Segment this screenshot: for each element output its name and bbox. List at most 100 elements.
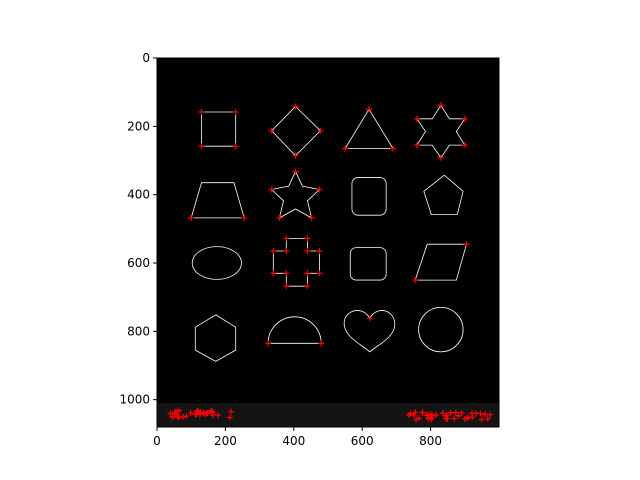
y-tick-label-200: 200 bbox=[127, 119, 150, 133]
noise-right-marker-14 bbox=[428, 416, 435, 423]
noise-left-marker-28 bbox=[167, 410, 174, 417]
noise-left-marker-29 bbox=[209, 412, 216, 419]
noise-right-marker-7 bbox=[478, 416, 485, 423]
shape-rounded-square-small bbox=[349, 247, 387, 281]
corner-marker-cross-1 bbox=[304, 235, 311, 242]
corner-marker-diamond-1 bbox=[317, 127, 324, 134]
corner-marker-five-point-star-4 bbox=[268, 186, 275, 193]
shape-hexagon bbox=[194, 314, 237, 362]
noise-right-marker-23 bbox=[465, 414, 472, 421]
noise-right-marker-37 bbox=[439, 410, 446, 417]
noise-right-marker-11 bbox=[433, 411, 440, 418]
corner-marker-five-point-star-3 bbox=[276, 214, 283, 221]
noise-right-marker-34 bbox=[472, 410, 479, 417]
noise-band bbox=[157, 403, 499, 427]
noise-right-marker-31 bbox=[429, 412, 436, 419]
noise-left-marker-19 bbox=[174, 413, 181, 420]
y-tick-label-0: 0 bbox=[142, 51, 150, 65]
y-axis-ticks: 0 200 400 600 800 1000 bbox=[119, 51, 157, 407]
noise-right-marker-10 bbox=[452, 409, 459, 416]
noise-right-marker-28 bbox=[451, 415, 458, 422]
noise-left-marker-26 bbox=[173, 408, 180, 415]
corner-marker-heart-0 bbox=[366, 315, 373, 322]
x-tick-label-800: 800 bbox=[419, 434, 442, 448]
corner-marker-triangle-2 bbox=[342, 145, 349, 152]
corner-marker-cross-9 bbox=[270, 270, 277, 277]
corner-marker-square-3 bbox=[198, 143, 205, 150]
noise-right-marker-21 bbox=[481, 411, 488, 418]
noise-right-marker-24 bbox=[461, 415, 468, 422]
noise-right-marker-12 bbox=[423, 412, 430, 419]
corner-marker-six-point-star-0 bbox=[437, 102, 444, 109]
noise-right-marker-30 bbox=[447, 409, 454, 416]
corner-marker-parallelogram-0 bbox=[463, 241, 470, 248]
axes-frame bbox=[156, 57, 500, 428]
corner-marker-square-0 bbox=[198, 108, 205, 115]
corner-marker-six-point-star-3 bbox=[437, 154, 444, 161]
noise-right-marker-36 bbox=[458, 409, 465, 416]
corner-marker-semicircle-1 bbox=[318, 340, 325, 347]
corner-marker-square-1 bbox=[232, 108, 239, 115]
shape-circle bbox=[418, 306, 464, 353]
noise-right-marker-35 bbox=[419, 409, 426, 416]
corner-marker-square-2 bbox=[232, 143, 239, 150]
y-tick-label-600: 600 bbox=[127, 256, 150, 270]
corner-marker-semicircle-0 bbox=[265, 340, 272, 347]
noise-left-marker-15 bbox=[209, 409, 216, 416]
x-tick-label-600: 600 bbox=[351, 434, 374, 448]
noise-right-marker-22 bbox=[407, 410, 414, 417]
corner-marker-cross-7 bbox=[283, 283, 290, 290]
corner-marker-triangle-1 bbox=[389, 145, 396, 152]
shape-parallelogram bbox=[414, 243, 468, 281]
corner-marker-cross-0 bbox=[283, 235, 290, 242]
noise-right-marker-17 bbox=[413, 416, 420, 423]
axes: 0 200 400 600 800 0 200 400 600 800 1000 bbox=[119, 51, 500, 448]
corner-marker-five-point-star-2 bbox=[308, 214, 315, 221]
shape-pentagon bbox=[423, 174, 464, 215]
x-axis-ticks: 0 200 400 600 800 bbox=[153, 427, 442, 448]
corner-marker-diamond-3 bbox=[268, 127, 275, 134]
noise-left-marker-9 bbox=[201, 410, 208, 417]
corner-marker-cross-10 bbox=[270, 248, 277, 255]
noise-left-marker-27 bbox=[194, 407, 201, 414]
noise-left-marker-10 bbox=[176, 407, 183, 414]
noise-left-marker-5 bbox=[183, 413, 190, 420]
corner-marker-cross-4 bbox=[316, 270, 323, 277]
image-background bbox=[157, 58, 499, 427]
noise-right-marker-8 bbox=[484, 415, 491, 422]
shape-ellipse bbox=[191, 246, 242, 280]
noise-right-marker-33 bbox=[425, 411, 432, 418]
noise-left-marker-23 bbox=[195, 409, 202, 416]
corner-marker-cross-11 bbox=[283, 248, 290, 255]
corner-marker-trapezoid-1 bbox=[241, 214, 248, 221]
y-tick-label-800: 800 bbox=[127, 324, 150, 338]
x-tick-label-200: 200 bbox=[214, 434, 237, 448]
shape-rounded-square bbox=[351, 177, 387, 216]
shape-heart bbox=[343, 310, 396, 353]
corner-marker-trapezoid-0 bbox=[188, 214, 195, 221]
corner-marker-cross-3 bbox=[316, 248, 323, 255]
corner-marker-six-point-star-5 bbox=[413, 115, 420, 122]
corner-marker-parallelogram-1 bbox=[412, 277, 419, 284]
noise-right-marker-0 bbox=[487, 411, 494, 418]
shape-semicircle bbox=[267, 316, 322, 344]
corner-marker-cross-6 bbox=[304, 283, 311, 290]
plot-area bbox=[157, 58, 499, 427]
corner-marker-six-point-star-4 bbox=[413, 142, 420, 149]
corner-marker-cross-5 bbox=[304, 270, 311, 277]
y-tick-label-400: 400 bbox=[127, 188, 150, 202]
corner-marker-five-point-star-1 bbox=[316, 186, 323, 193]
y-tick-label-1000: 1000 bbox=[119, 393, 150, 407]
noise-right-marker-18 bbox=[444, 415, 451, 422]
x-tick-label-0: 0 bbox=[153, 434, 161, 448]
noise-right-marker-19 bbox=[455, 412, 462, 419]
noise-left-marker-24 bbox=[204, 410, 211, 417]
corner-marker-six-point-star-1 bbox=[461, 115, 468, 122]
corner-marker-diamond-0 bbox=[292, 103, 299, 110]
noise-left-marker-13 bbox=[227, 408, 234, 415]
noise-right-marker-32 bbox=[410, 411, 417, 418]
corner-marker-triangle-0 bbox=[366, 106, 373, 113]
noise-right-marker-20 bbox=[416, 415, 423, 422]
x-tick-label-400: 400 bbox=[282, 434, 305, 448]
